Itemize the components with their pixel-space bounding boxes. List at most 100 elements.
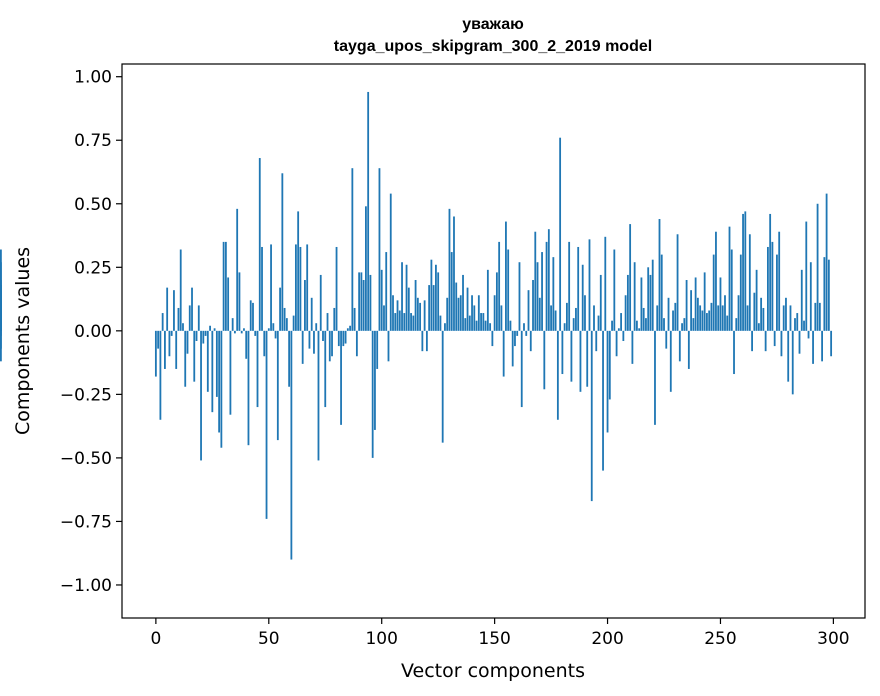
- bar: [595, 330, 598, 352]
- bar: [794, 318, 796, 331]
- bar: [182, 323, 184, 331]
- bar: [184, 330, 187, 387]
- bar: [331, 330, 333, 357]
- bar: [559, 137, 562, 331]
- bar: [735, 318, 738, 331]
- bar: [728, 226, 731, 331]
- bar: [502, 330, 505, 377]
- bar: [301, 330, 304, 364]
- bar: [699, 305, 702, 331]
- bar: [177, 307, 180, 331]
- y-tick-label: −0.75: [60, 512, 112, 532]
- bar: [240, 330, 243, 334]
- bar: [773, 330, 776, 347]
- bar: [701, 310, 704, 331]
- bar: [383, 305, 385, 331]
- bar: [536, 262, 539, 331]
- bar: [254, 330, 257, 336]
- bar: [663, 318, 665, 331]
- bar: [335, 246, 338, 331]
- bar: [588, 239, 591, 331]
- bar: [236, 208, 239, 331]
- bar: [823, 257, 826, 331]
- bar: [785, 297, 787, 331]
- bar: [719, 277, 722, 331]
- bar: [552, 257, 555, 331]
- bar: [252, 302, 254, 331]
- bar: [638, 328, 641, 331]
- bar: [608, 330, 611, 400]
- bar: [453, 216, 455, 331]
- x-tick-label: 50: [258, 629, 280, 649]
- bar: [791, 330, 794, 395]
- bar: [272, 323, 275, 331]
- bar: [748, 234, 751, 331]
- bar: [200, 330, 202, 461]
- bar: [410, 313, 412, 331]
- bar: [520, 330, 523, 408]
- bar: [387, 330, 390, 362]
- bar: [231, 318, 234, 331]
- bar: [511, 330, 514, 367]
- bar: [633, 262, 636, 331]
- x-axis-ticks: 0 50 100 150 200 250 300: [150, 618, 850, 649]
- bar: [466, 287, 469, 331]
- bar: [204, 330, 207, 336]
- bar: [333, 307, 336, 331]
- bar: [683, 318, 686, 331]
- bar: [636, 320, 638, 331]
- bar: [220, 330, 223, 448]
- bar: [371, 330, 374, 458]
- bar: [315, 323, 318, 331]
- bar: [665, 330, 668, 349]
- bar: [351, 168, 354, 331]
- bar: [593, 305, 595, 331]
- x-tick-label: 150: [478, 629, 510, 649]
- bar: [346, 328, 349, 331]
- bar: [265, 330, 268, 519]
- bar: [186, 330, 189, 354]
- bar: [414, 280, 417, 331]
- bar: [613, 249, 616, 331]
- y-tick-label: 0.50: [74, 195, 112, 215]
- bar: [484, 320, 487, 331]
- bar: [674, 302, 677, 331]
- bar: [692, 318, 695, 331]
- bar: [527, 290, 530, 331]
- bar: [523, 323, 525, 331]
- bar: [374, 330, 376, 430]
- bar: [421, 330, 424, 352]
- bar: [525, 330, 528, 336]
- bar: [676, 234, 679, 331]
- bar: [394, 313, 397, 331]
- bar: [581, 264, 584, 331]
- bar: [380, 269, 383, 331]
- bar: [622, 330, 625, 341]
- bar: [313, 330, 315, 354]
- bar: [572, 318, 575, 331]
- bar: [308, 330, 311, 349]
- bar: [358, 272, 361, 331]
- bar: [288, 330, 291, 387]
- bar: [830, 330, 833, 357]
- bar: [617, 328, 620, 331]
- bar: [437, 272, 440, 331]
- bar: [464, 318, 467, 331]
- y-tick-label: −1.00: [60, 576, 112, 596]
- bar: [389, 193, 392, 331]
- bar: [340, 330, 342, 425]
- bar: [462, 274, 464, 331]
- bar: [435, 264, 437, 331]
- bar: [703, 272, 706, 331]
- bar: [726, 315, 729, 331]
- bar: [733, 330, 735, 375]
- bar: [685, 280, 688, 331]
- bar: [191, 287, 193, 331]
- bar: [491, 330, 494, 347]
- bar: [446, 297, 449, 331]
- bar: [509, 320, 512, 331]
- bar: [766, 246, 769, 331]
- bar: [505, 221, 507, 331]
- bar: [809, 262, 812, 331]
- bar: [319, 274, 322, 331]
